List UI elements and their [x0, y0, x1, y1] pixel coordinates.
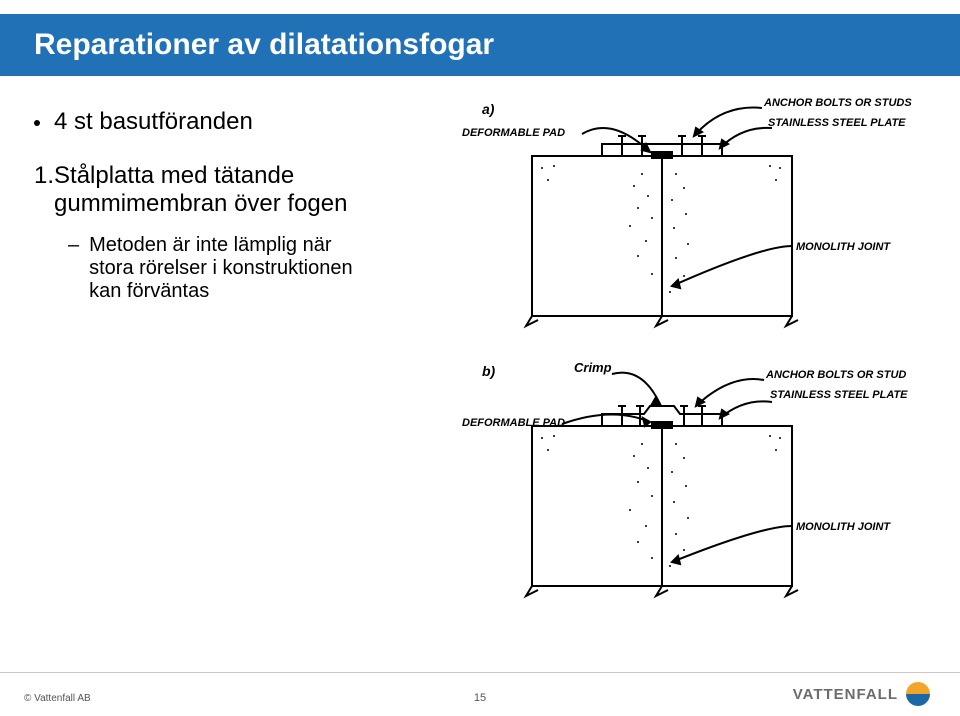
footer: © Vattenfall AB 15 VATTENFALL — [0, 672, 960, 716]
label-anchor-bolts-a: ANCHOR BOLTS OR STUDS — [763, 97, 912, 109]
label-monolith-joint-b: MONOLITH JOINT — [796, 521, 891, 533]
bullet-1: 4 st basutföranden — [34, 108, 464, 136]
diagram-figure: a) — [462, 96, 932, 621]
label-crimp: Crimp — [574, 360, 612, 375]
bullet-1-text: 4 st basutföranden — [54, 108, 253, 136]
label-deformable-pad-b: DEFORMABLE PAD — [462, 417, 565, 429]
label-a: a) — [482, 101, 495, 117]
numbered-item-1: 1. Stålplatta med tätande gummimembran ö… — [34, 162, 464, 218]
page-number: 15 — [474, 692, 486, 704]
slide-title: Reparationer av dilatationsfogar — [34, 28, 494, 62]
logo-mark-icon — [904, 680, 932, 708]
label-anchor-bolts-b: ANCHOR BOLTS OR STUD — [765, 369, 906, 381]
label-stainless-plate-a: STAINLESS STEEL PLATE — [768, 117, 906, 129]
item-1-line-1: Stålplatta med tätande — [54, 162, 294, 189]
sub-1-line-1: Metoden är inte lämplig när — [89, 234, 331, 256]
item-1-line-2: gummimembran över fogen — [54, 190, 347, 217]
sub-1-line-2: stora rörelser i konstruktionen — [89, 257, 352, 279]
label-stainless-plate-b: STAINLESS STEEL PLATE — [770, 389, 908, 401]
sub-1-line-3: kan förväntas — [89, 280, 209, 302]
vattenfall-logo: VATTENFALL — [793, 680, 932, 708]
slide: Reparationer av dilatationsfogar 4 st ba… — [0, 0, 960, 716]
logo-text: VATTENFALL — [793, 686, 898, 703]
sub-item-1: – Metoden är inte lämplig när stora röre… — [68, 234, 464, 303]
copyright-text: © Vattenfall AB — [24, 693, 91, 704]
diagram-svg: a) — [462, 96, 932, 616]
label-monolith-joint-a: MONOLITH JOINT — [796, 241, 891, 253]
title-bar: Reparationer av dilatationsfogar — [0, 14, 960, 76]
label-b: b) — [482, 363, 496, 379]
label-deformable-pad-a: DEFORMABLE PAD — [462, 127, 565, 139]
content-area: 4 st basutföranden 1. Stålplatta med tät… — [34, 108, 464, 303]
item-number: 1. — [34, 162, 54, 190]
dash-icon: – — [68, 234, 79, 257]
bullet-dot-icon — [34, 120, 40, 126]
